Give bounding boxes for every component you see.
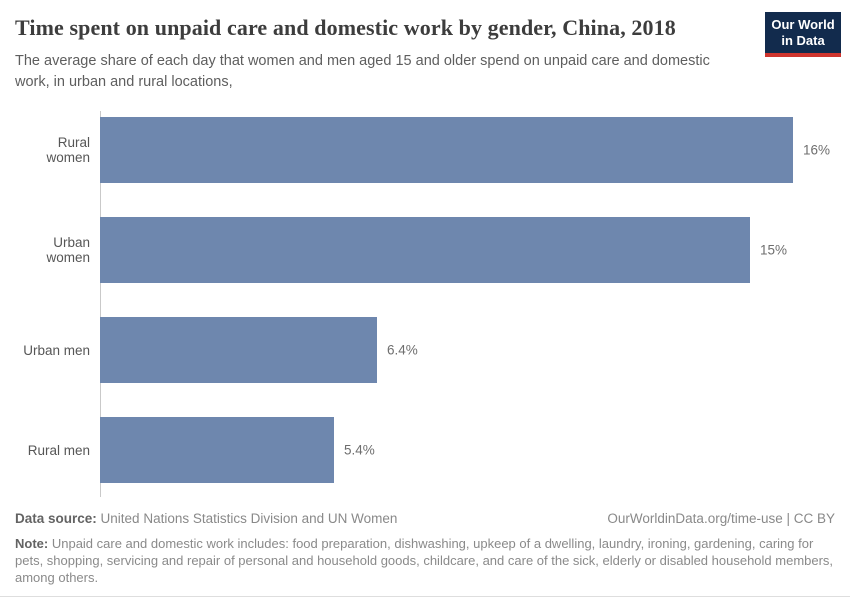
bar <box>100 317 377 383</box>
attribution-link[interactable]: OurWorldinData.org/time-use | CC BY <box>607 511 835 526</box>
bar-row: Rural men 5.4% <box>15 400 835 500</box>
owid-logo-text: Our World in Data <box>765 12 841 53</box>
bottom-divider <box>0 596 850 597</box>
bar-value-label: 15% <box>760 242 788 258</box>
bar-track: 15% <box>100 217 835 283</box>
owid-logo-line1: Our World <box>771 17 835 32</box>
bar-value-label: 5.4% <box>344 442 375 458</box>
footer-note: Note: Unpaid care and domestic work incl… <box>15 536 837 587</box>
owid-logo-line2: in Data <box>781 32 825 48</box>
bar-row: Urban men 6.4% <box>15 300 835 400</box>
owid-logo[interactable]: Our World in Data <box>765 12 841 57</box>
category-label: Urban women <box>46 235 90 265</box>
data-source-text: Data source: United Nations Statistics D… <box>15 511 397 526</box>
bar-row: Urban women 15% <box>15 200 835 300</box>
y-axis-line <box>100 111 101 497</box>
bar <box>100 117 793 183</box>
bar-chart: Rural women 16% Urban women 15% Urban me… <box>15 100 835 500</box>
bar <box>100 417 334 483</box>
bar-value-label: 16% <box>803 142 831 158</box>
bar-row: Rural women 16% <box>15 100 835 200</box>
bar <box>100 217 750 283</box>
bar-value-label: 6.4% <box>387 342 418 358</box>
bar-rows: Rural women 16% Urban women 15% Urban me… <box>15 100 835 500</box>
note-text: Unpaid care and domestic work includes: … <box>15 536 834 585</box>
page-title: Time spent on unpaid care and domestic w… <box>15 15 676 40</box>
bar-track: 16% <box>100 117 835 183</box>
footer-source-row: Data source: United Nations Statistics D… <box>15 511 835 526</box>
page-subtitle: The average share of each day that women… <box>15 53 710 90</box>
owid-logo-red-strip <box>765 52 841 57</box>
bar-track: 5.4% <box>100 417 835 483</box>
data-source-value: United Nations Statistics Division and U… <box>100 511 398 526</box>
category-label: Rural men <box>27 442 90 458</box>
bar-track: 6.4% <box>100 317 835 383</box>
category-label: Rural women <box>46 135 90 165</box>
data-source-label: Data source: <box>15 511 97 526</box>
note-label: Note: <box>15 536 49 551</box>
category-label: Urban men <box>23 342 90 358</box>
